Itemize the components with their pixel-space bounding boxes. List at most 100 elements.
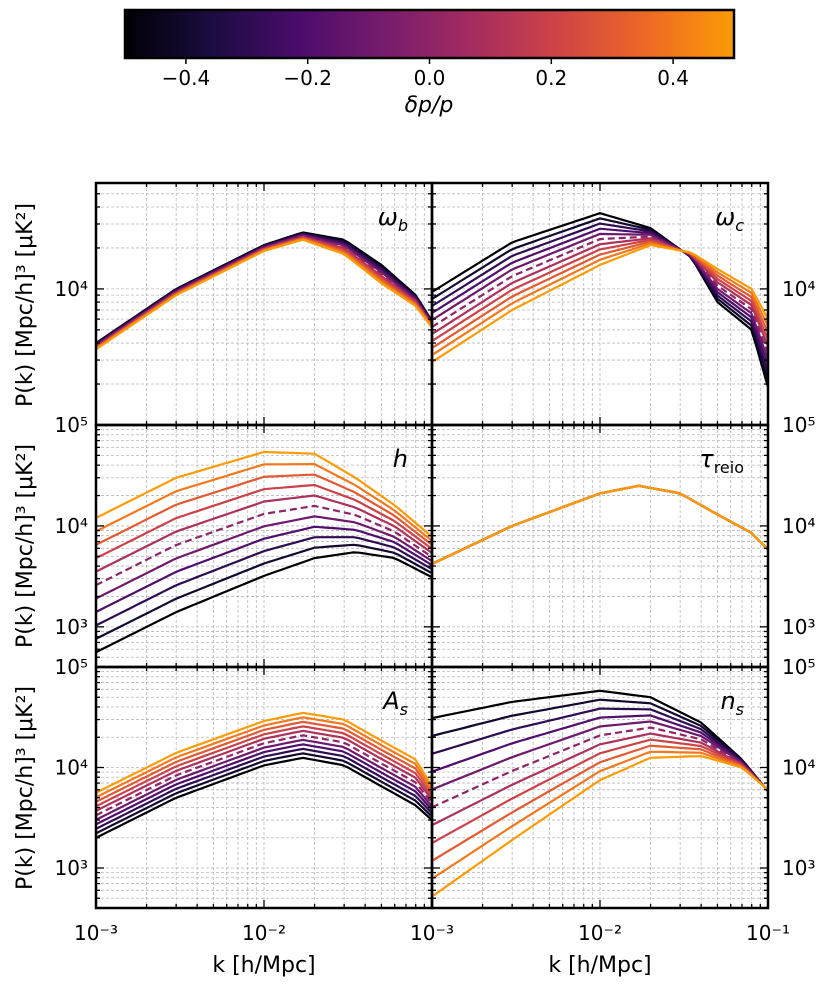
series-line (96, 756, 432, 839)
panel-omega_c: 10⁴ ωc (430, 181, 815, 427)
series-line (96, 238, 432, 351)
panel-label: As (381, 687, 408, 719)
colorbar-gradient (123, 8, 736, 60)
panel-label: τreio (699, 445, 744, 477)
series-line (432, 243, 768, 364)
panels: 10⁴ωb10⁴ωc10⁵10⁴10³h10⁵10⁴10³τreio10⁵10⁴… (55, 181, 815, 910)
y-tick-label: 10⁵ (782, 413, 815, 437)
y-axis-title-top: P(k) [Mpc/h]³ [μK²] (13, 203, 38, 407)
grid (432, 425, 768, 667)
series-line (432, 726, 768, 809)
y-tick-label: 10⁴ (55, 756, 88, 780)
series-line (432, 212, 768, 388)
y-tick-label: 10⁴ (782, 756, 815, 780)
series-line (432, 238, 768, 342)
colorbar-label: δp/p (405, 93, 454, 118)
series-lines (432, 484, 768, 565)
series-line (96, 720, 432, 803)
y-tick-label: 10³ (782, 856, 815, 880)
x-tick-label: 10⁻² (242, 921, 286, 945)
series-lines (432, 212, 768, 388)
series-line (96, 473, 432, 546)
series-lines (96, 231, 432, 351)
series-line (96, 743, 432, 826)
series-line (432, 232, 768, 361)
series-line (432, 689, 768, 792)
y-tick-label: 10⁴ (782, 514, 815, 538)
series-line (432, 240, 768, 349)
x-tick-label: 10⁻³ (74, 921, 118, 945)
y-axis-titles: P(k) [Mpc/h]³ [μK²] P(k) [Mpc/h]³ [μK²] … (13, 203, 38, 890)
panel-omega_b: 10⁴ ωb (55, 181, 434, 427)
series-line (432, 750, 768, 880)
series-line (432, 738, 768, 844)
colorbar-tick-label: −0.4 (162, 66, 211, 90)
series-line (96, 734, 432, 817)
series-line (96, 725, 432, 808)
series-line (432, 227, 768, 368)
panel-label: ns (720, 687, 744, 719)
series-line (432, 235, 768, 354)
y-tick-label: 10³ (55, 856, 88, 880)
axis-ticks (431, 182, 769, 426)
x-axis-title-right: k [h/Mpc] (548, 953, 651, 978)
series-line (96, 551, 432, 654)
axis-ticks (95, 666, 433, 909)
panel-label: ωc (715, 203, 744, 235)
panel-tau_reio: 10⁵ 10⁴ 10³ τreio (430, 413, 815, 669)
x-axis-title-left: k [h/Mpc] (212, 953, 315, 978)
colorbar-tick-label: −0.2 (283, 66, 332, 90)
series-line (96, 716, 432, 799)
series-line (96, 504, 432, 587)
x-tick-label: 10⁻² (578, 921, 622, 945)
series-line (96, 450, 432, 538)
series-line (96, 494, 432, 573)
y-tick-label: 10⁵ (782, 655, 815, 679)
series-line (96, 525, 432, 613)
panel-h: 10⁵ 10⁴ 10³ h (55, 413, 434, 669)
panel-label: h (393, 445, 408, 473)
x-tick-labels: 10⁻³ 10⁻² 10⁻³ 10⁻² 10⁻¹ (74, 921, 790, 945)
series-line (96, 483, 432, 560)
y-tick-label: 10³ (55, 615, 88, 639)
y-tick-label: 10⁵ (55, 655, 88, 679)
grid (432, 667, 768, 908)
series-line (432, 744, 768, 862)
x-axis: 10⁻³ 10⁻² 10⁻³ 10⁻² 10⁻¹ k [h/Mpc] k [h/Mpc] (74, 921, 790, 978)
axis-ticks (431, 666, 769, 909)
panel-A_s: 10⁵ 10⁴ 10³ As (55, 655, 434, 910)
series-line (96, 752, 432, 835)
series-line (432, 714, 768, 792)
panel-n_s: 10⁵ 10⁴ 10³ ns (430, 655, 815, 910)
series-line (432, 698, 768, 792)
series-line (432, 242, 768, 357)
series-line (96, 536, 432, 627)
series-line (96, 543, 432, 640)
y-tick-label: 10⁴ (782, 277, 815, 301)
colorbar-tick-label: 0.4 (657, 66, 689, 90)
y-axis-title-middle: P(k) [Mpc/h]³ [μK²] (13, 444, 38, 648)
y-tick-label: 10⁴ (55, 277, 88, 301)
series-lines (96, 450, 432, 654)
series-line (96, 747, 432, 830)
series-line (432, 707, 768, 792)
series-line (96, 515, 432, 600)
panel-label: ωb (378, 203, 408, 235)
colorbar-ticks: −0.4 −0.2 0.0 0.2 0.4 (162, 58, 689, 90)
series-line (96, 463, 432, 542)
series-line (432, 732, 768, 827)
colorbar-tick-label: 0.2 (535, 66, 567, 90)
y-tick-label: 10⁵ (55, 413, 88, 437)
series-line (96, 729, 432, 812)
y-axis-title-bottom: P(k) [Mpc/h]³ [μK²] (13, 686, 38, 890)
x-tick-label: 10⁻³ (410, 921, 454, 945)
series-lines (432, 689, 768, 898)
series-line (432, 237, 768, 347)
series-line (96, 738, 432, 821)
series-line (432, 484, 768, 565)
series-line (432, 720, 768, 792)
colorbar-tick-label: 0.0 (414, 66, 446, 90)
y-tick-label: 10³ (782, 615, 815, 639)
series-line (432, 222, 768, 374)
